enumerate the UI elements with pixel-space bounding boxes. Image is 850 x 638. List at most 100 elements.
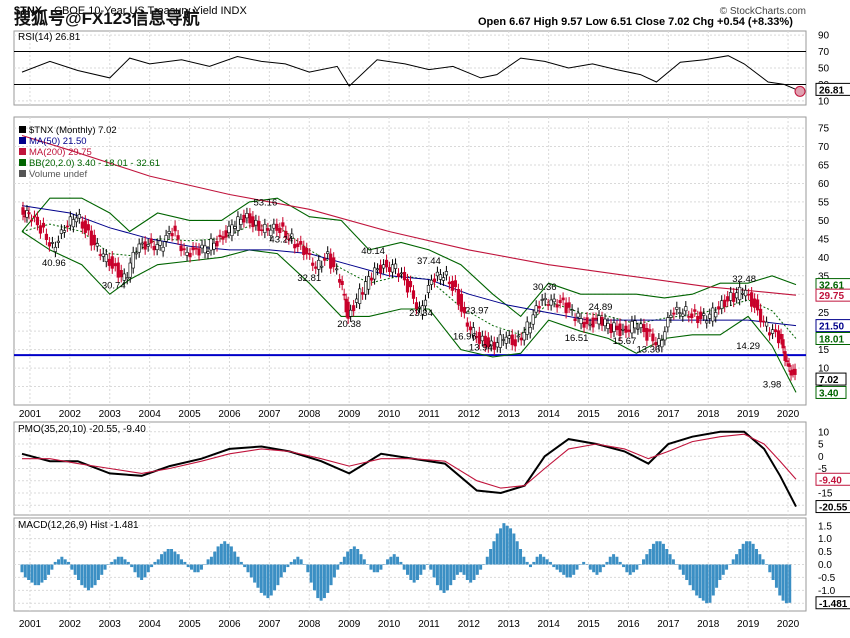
x-tick-label: 2006 xyxy=(218,409,241,420)
x-axis-bottom: 2001 2002 2003 2004 2005 2006 2007 2008 2009 2010… xyxy=(19,619,800,630)
macd-histogram-bar xyxy=(90,564,94,588)
y-tick-label: 90 xyxy=(818,31,830,42)
macd-histogram-bar xyxy=(578,564,582,565)
candle-body xyxy=(600,316,604,326)
price-right-label-box xyxy=(815,372,847,386)
price-annotation: 13.94 xyxy=(469,343,493,354)
candle-body xyxy=(221,236,225,240)
candle-body xyxy=(787,363,791,367)
candle-body xyxy=(381,264,386,269)
candle-body xyxy=(770,329,775,334)
candle-body xyxy=(543,297,547,300)
candle-body xyxy=(56,240,60,243)
x-tick-label: 2009 xyxy=(338,619,361,630)
macd-histogram-bar xyxy=(219,543,223,565)
price-annotation: 23.34 xyxy=(409,308,433,319)
candle-body xyxy=(83,220,87,233)
candle-body xyxy=(161,246,165,252)
candle-body xyxy=(477,332,481,344)
candle-body xyxy=(672,312,676,315)
macd-histogram-bar xyxy=(725,564,729,570)
macd-histogram-bar xyxy=(183,561,187,565)
macd-histogram-bar xyxy=(768,564,772,573)
price-right-label-box xyxy=(815,288,850,302)
candle-body xyxy=(459,293,463,312)
candle-body xyxy=(435,271,440,277)
candle-body xyxy=(528,327,532,334)
candle-body xyxy=(173,225,177,232)
macd-histogram-bar xyxy=(771,564,775,580)
candle-body xyxy=(462,306,466,314)
macd-histogram-bar xyxy=(203,564,207,565)
macd-histogram-bar xyxy=(685,564,689,580)
candle-body xyxy=(47,242,52,247)
macd-histogram-bar xyxy=(665,549,669,565)
macd-histogram-bar xyxy=(273,564,277,591)
macd-histogram-bar xyxy=(160,554,164,565)
macd-histogram-bar xyxy=(73,564,77,575)
macd-histogram-bar xyxy=(229,546,233,565)
x-tick-label: 2012 xyxy=(458,619,481,630)
macd-histogram-bar xyxy=(558,564,562,573)
macd-histogram-bar xyxy=(63,559,67,565)
candle-body xyxy=(35,216,40,226)
macd-histogram-bar xyxy=(86,564,90,591)
candle-body xyxy=(361,292,365,295)
candle-body xyxy=(188,252,192,258)
macd-histogram-bar xyxy=(585,564,589,565)
macd-histogram-bar xyxy=(622,564,626,568)
y-tick-label: 25 xyxy=(818,308,830,319)
candle-body xyxy=(627,329,631,332)
macd-histogram-bar xyxy=(509,528,513,565)
macd-histogram-bar xyxy=(429,564,433,570)
price-annotation: 23.97 xyxy=(465,305,489,316)
candle-body xyxy=(702,313,706,316)
candle-body xyxy=(233,226,237,229)
macd-histogram-bar xyxy=(226,543,230,565)
macd-histogram-bar xyxy=(542,556,546,565)
x-tick-label: 2005 xyxy=(178,619,201,630)
candle-body xyxy=(642,324,646,333)
candle-body xyxy=(21,207,25,215)
macd-histogram-bar xyxy=(465,564,469,580)
macd-histogram-bar xyxy=(23,564,27,578)
macd-histogram-bar xyxy=(293,559,297,565)
legend-entry: BB(20,2.0) 3.40 - 18.01 - 32.61 xyxy=(29,158,160,169)
macd-histogram-bar xyxy=(452,564,456,580)
candle-body xyxy=(723,299,727,308)
candle-body xyxy=(405,279,410,293)
macd-histogram-bar xyxy=(648,549,652,565)
candle-body xyxy=(636,327,640,330)
candle-body xyxy=(678,312,682,314)
macd-histogram-bar xyxy=(691,564,695,591)
macd-histogram-bar xyxy=(93,564,97,586)
macd-histogram-bar xyxy=(638,564,642,565)
macd-histogram-bar xyxy=(745,541,749,565)
macd-histogram-bar xyxy=(695,564,699,596)
pmo-signal-line xyxy=(22,433,797,489)
price-panel: 5101520253035404550556065707553.1643.244… xyxy=(13,116,850,406)
price-annotation: 24.89 xyxy=(589,302,613,313)
legend-entry: MA(200) 29.75 xyxy=(29,147,92,158)
candle-body xyxy=(633,320,637,329)
price-annotation: 16.96 xyxy=(453,331,477,342)
ma50-line xyxy=(21,205,797,327)
candle-body xyxy=(272,223,276,229)
candle-body xyxy=(764,321,769,327)
price-annotation: 37.44 xyxy=(417,256,441,267)
candle-body xyxy=(510,334,514,346)
candle-body xyxy=(681,313,685,317)
macd-histogram-bar xyxy=(522,556,526,565)
candle-body xyxy=(194,247,198,250)
macd-histogram-bar xyxy=(372,564,376,573)
macd-histogram-bar xyxy=(156,559,160,565)
candle-body xyxy=(660,340,664,348)
macd-histogram-bar xyxy=(193,564,197,573)
price-right-label: 29.75 xyxy=(819,291,844,302)
macd-histogram-bar xyxy=(329,564,333,586)
candle-body xyxy=(630,321,634,334)
macd-histogram-bar xyxy=(336,564,340,570)
macd-histogram-bar xyxy=(309,564,313,583)
macd-histogram-bar xyxy=(209,556,213,565)
